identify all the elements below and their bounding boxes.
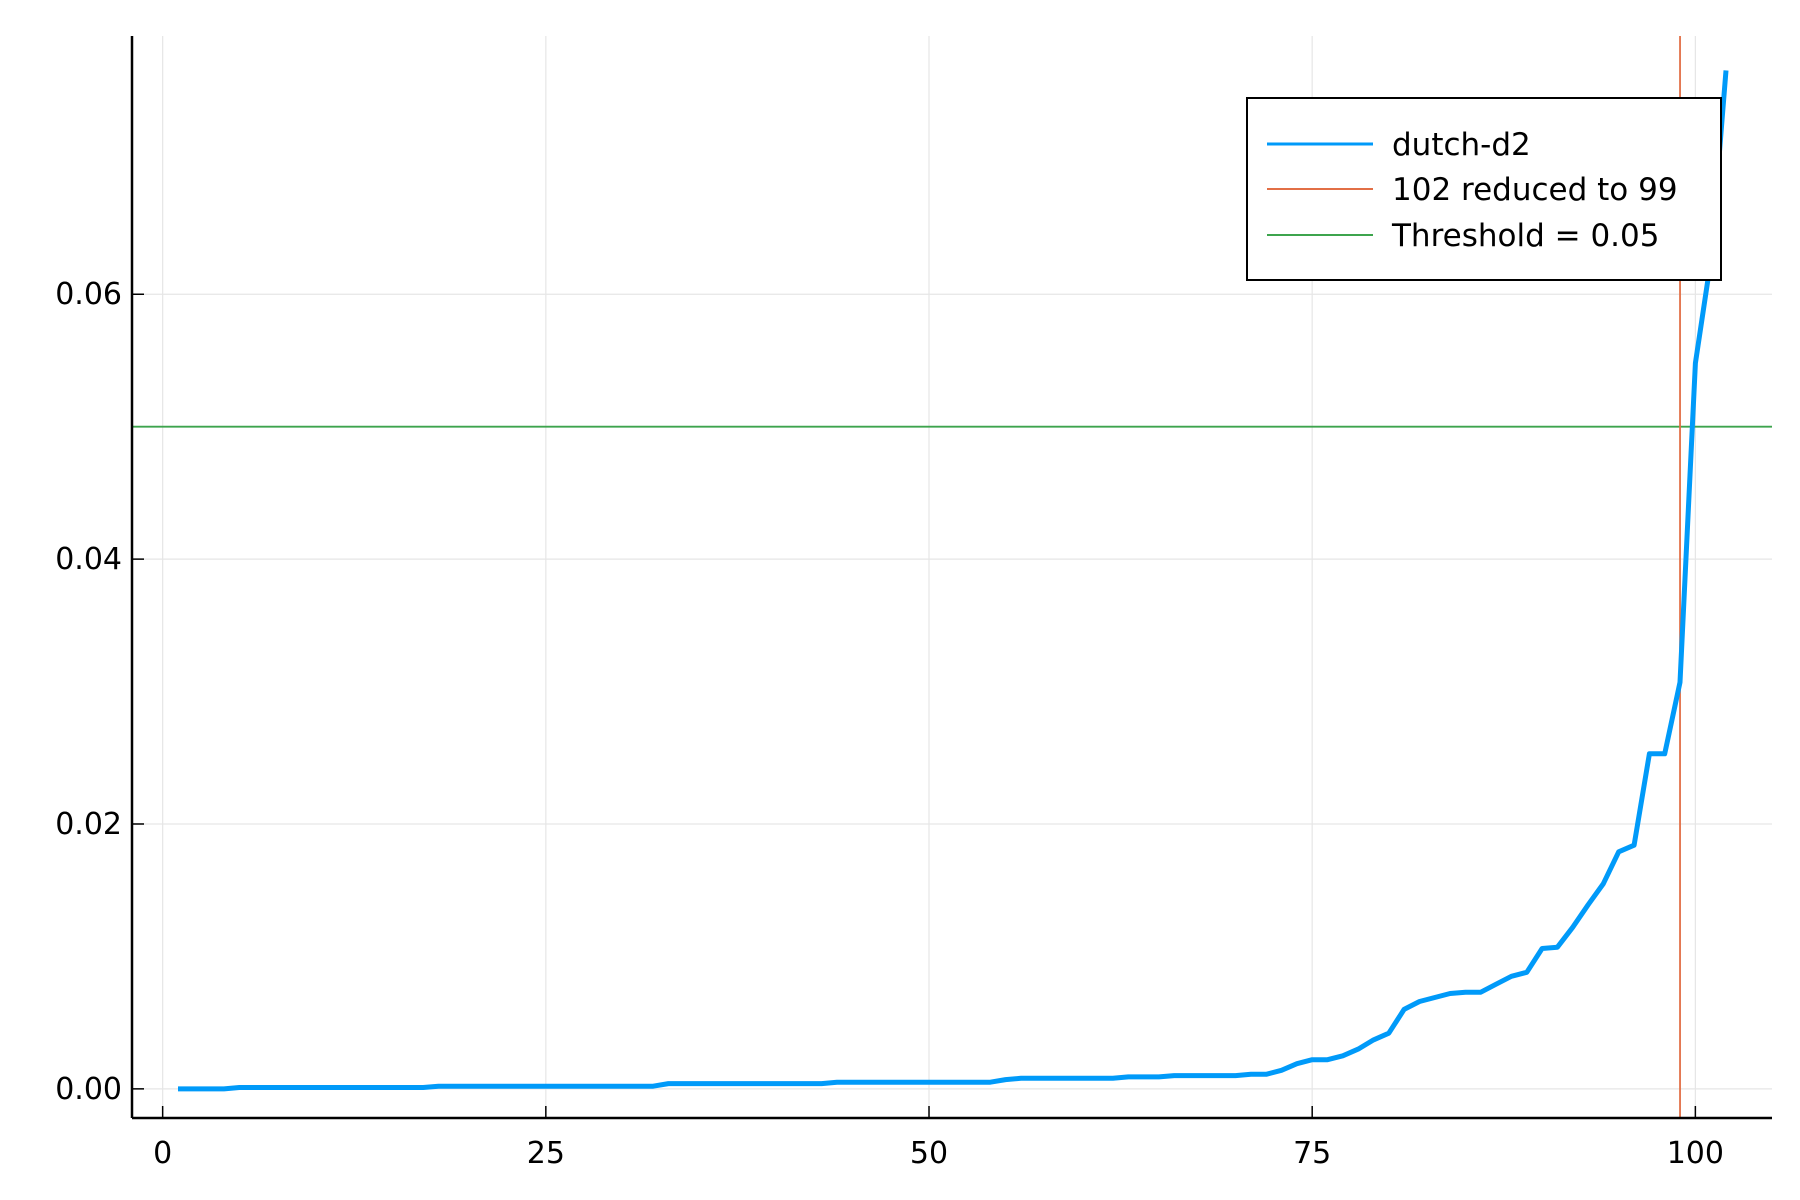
legend-label-dutch-d2: dutch-d2 xyxy=(1392,127,1531,163)
legend-label-reduced: 102 reduced to 99 xyxy=(1392,172,1678,208)
y-tick-labels: 0.00 0.02 0.04 0.06 xyxy=(55,277,122,1107)
legend: dutch-d2 102 reduced to 99 Threshold = 0… xyxy=(1246,97,1722,281)
x-tick-label-1: 25 xyxy=(527,1136,565,1171)
axes-layer xyxy=(130,36,1772,1120)
x-tick-label-3: 75 xyxy=(1293,1136,1331,1171)
x-tick-label-0: 0 xyxy=(153,1136,172,1171)
series-layer xyxy=(178,70,1729,1092)
x-tick-labels: 0 25 50 75 100 xyxy=(153,1136,1724,1171)
x-tick-label-2: 50 xyxy=(910,1136,948,1171)
y-tick-label-3: 0.06 xyxy=(55,277,122,312)
x-tick-label-4: 100 xyxy=(1667,1136,1724,1171)
legend-label-threshold: Threshold = 0.05 xyxy=(1391,218,1659,254)
y-tick-label-2: 0.04 xyxy=(55,542,122,577)
y-tick-label-1: 0.02 xyxy=(55,807,122,842)
y-tick-label-0: 0.00 xyxy=(55,1072,122,1107)
series-line-dutch-d2 xyxy=(178,70,1729,1092)
